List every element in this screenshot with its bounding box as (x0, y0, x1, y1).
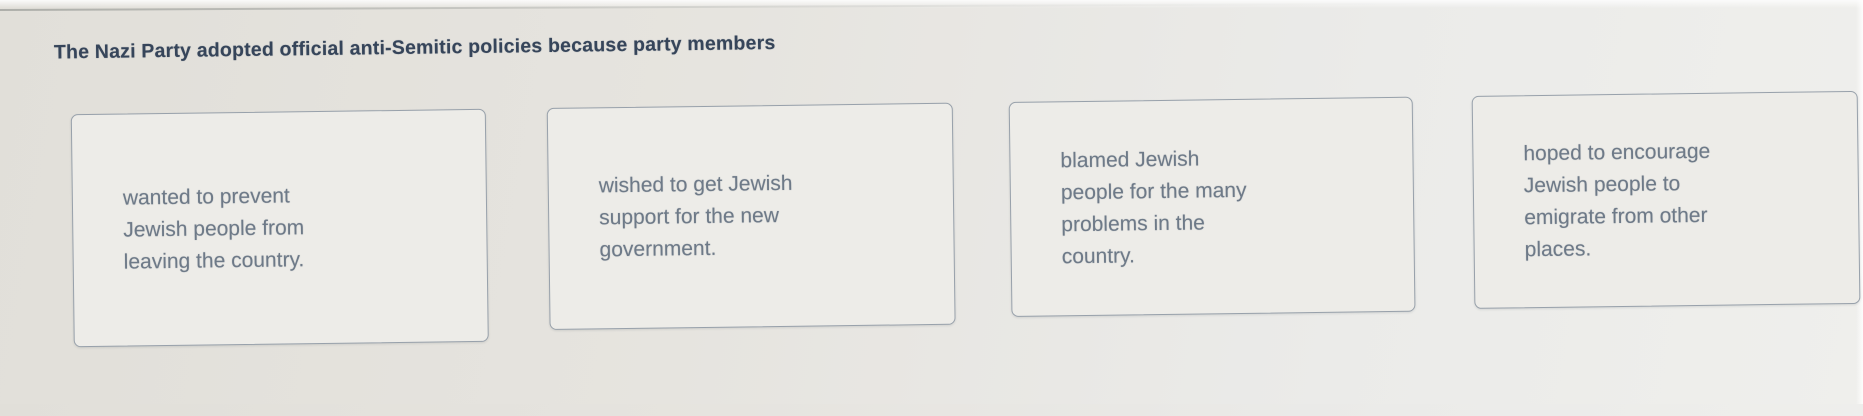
question-text: The Nazi Party adopted official anti-Sem… (53, 32, 776, 64)
answer-option-1[interactable]: wanted to prevent Jewish people from lea… (70, 108, 489, 348)
photo-right-glare (1856, 0, 1863, 404)
answer-option-2-text: wished to get Jewish support for the new… (598, 171, 793, 262)
answer-option-4[interactable]: hoped to encourage Jewish people to emig… (1471, 90, 1861, 309)
answer-option-3-text: blamed Jewish people for the many proble… (1060, 146, 1247, 268)
photo-top-glare (0, 0, 1863, 8)
answer-option-3[interactable]: blamed Jewish people for the many proble… (1008, 96, 1416, 317)
answer-option-2[interactable]: wished to get Jewish support for the new… (546, 102, 956, 331)
answer-option-4-text: hoped to encourage Jewish people to emig… (1523, 139, 1711, 261)
answer-option-1-text: wanted to prevent Jewish people from lea… (122, 183, 305, 274)
